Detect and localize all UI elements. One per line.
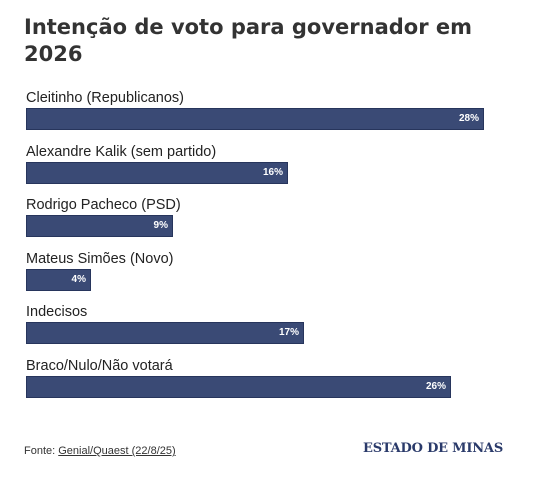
bar-value-label: 4% (71, 273, 86, 285)
bar-value-label: 28% (458, 113, 479, 124)
bar-value-label: 16% (262, 166, 283, 178)
bar: 4% (26, 268, 91, 291)
bar-value-label: 9% (153, 220, 168, 232)
category-label: Alexandre Kalik (sem partido) (26, 143, 217, 160)
category-label: Indecisos (26, 304, 88, 321)
source-note: Fonte: Genial/Quaest (22/8/25) (24, 445, 176, 457)
category-label: Mateus Simões (Novo) (26, 250, 174, 267)
bar: 16% (26, 161, 288, 184)
source-link[interactable]: Genial/Quaest (22/8/25) (58, 445, 176, 457)
bar-value-label: 17% (278, 327, 299, 339)
bar: 17% (26, 322, 304, 345)
bar-value-label: 26% (425, 381, 446, 392)
bar: 28% (26, 108, 484, 130)
category-label: Rodrigo Pacheco (PSD) (26, 197, 181, 214)
chart-title: Intenção de voto para governador em 2026 (24, 15, 472, 66)
source-prefix: Fonte: (24, 445, 59, 457)
bar: 26% (26, 376, 451, 398)
brand-logo: ESTADO DE MINAS (363, 441, 504, 456)
bar: 9% (26, 215, 173, 238)
category-label: Cleitinho (Republicanos) (26, 90, 184, 106)
category-label: Braco/Nulo/Não votará (26, 358, 173, 374)
